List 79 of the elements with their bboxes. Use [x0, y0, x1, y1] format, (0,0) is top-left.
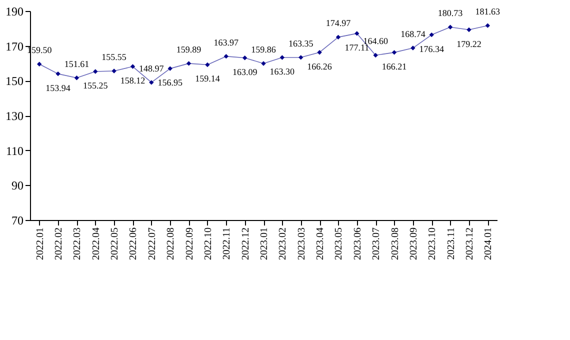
x-tick-label: 2023.09 — [408, 228, 420, 260]
x-tick-label: 2023.06 — [352, 228, 364, 260]
data-label: 163.97 — [214, 37, 240, 48]
x-tick-label: 2023.05 — [334, 228, 345, 260]
x-tick-label: 2022.04 — [90, 228, 102, 260]
point — [336, 34, 341, 40]
y-tick-label: 150 — [6, 74, 24, 88]
x-tick-label: 2022.03 — [72, 228, 84, 260]
point — [466, 27, 472, 32]
data-label: 156.95 — [158, 78, 183, 88]
point — [280, 55, 285, 60]
point — [429, 32, 434, 38]
data-label: 155.25 — [83, 80, 108, 91]
x-tick-label: 2022.05 — [110, 228, 121, 260]
data-label: 158.12 — [120, 76, 146, 86]
data-label: 179.22 — [456, 38, 482, 49]
data-label: 159.89 — [176, 44, 202, 54]
point — [74, 76, 80, 80]
data-label: 176.34 — [419, 44, 444, 54]
data-label: 163.35 — [288, 38, 314, 48]
x-tick-label: 2023.01 — [259, 228, 270, 260]
x-tick-label: 2023.10 — [427, 228, 438, 260]
data-label: 180.73 — [438, 8, 464, 18]
point — [317, 50, 322, 55]
data-label: 151.61 — [64, 58, 90, 69]
x-tick-label: 2022.07 — [146, 228, 158, 260]
point — [149, 80, 154, 85]
point — [354, 31, 360, 36]
point — [36, 62, 42, 66]
x-tick-label: 2022.06 — [128, 228, 140, 260]
data-label: 153.94 — [46, 82, 71, 93]
point — [298, 55, 304, 60]
data-label: 174.97 — [326, 18, 352, 28]
y-tick-label: 190 — [6, 4, 24, 18]
data-label: 159.14 — [195, 74, 220, 84]
x-tick-label: 2022.02 — [54, 228, 65, 260]
point — [373, 52, 378, 58]
y-tick-label: 130 — [6, 109, 24, 123]
data-label: 163.09 — [232, 66, 258, 77]
point — [392, 50, 397, 55]
point — [56, 71, 60, 76]
data-label: 181.63 — [475, 6, 501, 17]
y-tick-label: 110 — [6, 144, 24, 158]
x-tick-label: 2022.08 — [166, 228, 177, 260]
point — [448, 24, 453, 30]
point — [130, 64, 136, 69]
x-tick-label: 2023.03 — [296, 228, 308, 260]
data-label: 163.30 — [270, 66, 296, 77]
point — [93, 69, 98, 74]
point — [485, 23, 490, 28]
x-tick-label: 2022.01 — [34, 228, 46, 260]
x-tick-label: 2023.04 — [315, 228, 326, 260]
point — [242, 56, 248, 60]
y-tick-label: 70 — [12, 214, 24, 228]
data-label: 168.74 — [400, 29, 426, 40]
data-label: 166.26 — [307, 61, 332, 72]
point — [205, 62, 210, 68]
point — [261, 61, 266, 66]
point — [224, 54, 228, 59]
y-tick-label: 170 — [6, 39, 24, 54]
data-label: 155.55 — [102, 52, 127, 62]
point — [112, 68, 116, 74]
x-tick-label: 2024.01 — [483, 228, 494, 260]
point — [186, 61, 192, 66]
data-label: 166.21 — [382, 61, 407, 72]
y-tick-label: 90 — [12, 178, 24, 193]
x-tick-label: 2022.12 — [240, 228, 252, 260]
x-tick-label: 2022.10 — [202, 228, 214, 260]
x-tick-label: 2023.12 — [464, 228, 476, 260]
x-tick-label: 2022.11 — [222, 228, 233, 260]
point — [168, 66, 172, 71]
point — [410, 46, 416, 50]
x-tick-label: 2023.11 — [446, 228, 457, 260]
data-label: 148.97 — [139, 63, 164, 74]
x-tick-label: 2023.02 — [278, 228, 289, 260]
x-tick-label: 2023.08 — [390, 228, 401, 260]
x-tick-label: 2022.09 — [184, 228, 196, 260]
x-tick-label: 2023.07 — [371, 228, 382, 260]
data-label: 159.86 — [251, 44, 276, 54]
